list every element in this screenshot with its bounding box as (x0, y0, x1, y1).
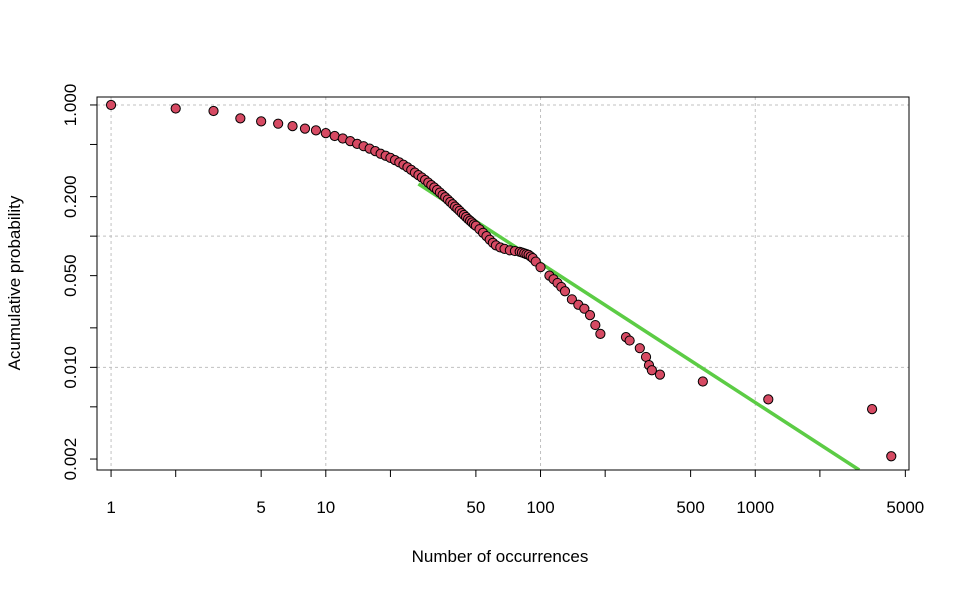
x-tick-label: 1000 (736, 498, 774, 517)
y-tick-label: 0.050 (61, 254, 80, 297)
y-tick-label: 0.002 (61, 438, 80, 481)
data-point (105, 99, 117, 111)
points-layer (105, 99, 897, 462)
x-tick-label: 5000 (886, 498, 924, 517)
fit-line-layer (417, 182, 861, 470)
data-point (584, 310, 596, 321)
y-tick-label: 0.200 (61, 175, 80, 218)
x-tick-label: 500 (676, 498, 704, 517)
grid-layer (97, 97, 909, 470)
data-point (566, 294, 578, 305)
data-point (595, 328, 606, 339)
data-point (624, 335, 635, 346)
data-point (634, 343, 645, 354)
x-tick-label: 5 (256, 498, 265, 517)
data-point (866, 404, 878, 415)
data-point (310, 125, 322, 136)
data-point (579, 303, 590, 314)
data-point (256, 116, 267, 127)
x-tick-label: 50 (466, 498, 485, 517)
y-axis: 0.002 0.010 0.050 0.200 1.000 (61, 84, 98, 481)
data-point (646, 365, 657, 376)
data-point (886, 451, 897, 462)
data-point (287, 121, 298, 132)
data-point (590, 319, 601, 331)
x-tick-label: 100 (526, 498, 554, 517)
data-point (559, 286, 571, 297)
x-axis-title: Number of occurrences (412, 547, 589, 566)
y-axis-title: Acumulative probability (5, 195, 24, 370)
plot-frame (96, 96, 910, 471)
x-axis: 1 5 10 50 100 500 1000 5000 (106, 469, 924, 517)
data-point (320, 128, 331, 139)
data-point (763, 394, 774, 405)
data-point (235, 113, 246, 124)
data-point (273, 118, 284, 129)
x-tick-label: 10 (316, 498, 335, 517)
y-tick-label: 0.010 (61, 346, 80, 389)
y-tick-label: 1.000 (61, 84, 80, 127)
data-point (697, 376, 708, 387)
x-tick-label: 1 (106, 498, 115, 517)
data-point (535, 262, 546, 273)
fit-line (417, 182, 861, 470)
data-point (208, 105, 219, 117)
data-point (299, 123, 311, 134)
data-point (654, 369, 666, 380)
data-point (170, 103, 181, 114)
